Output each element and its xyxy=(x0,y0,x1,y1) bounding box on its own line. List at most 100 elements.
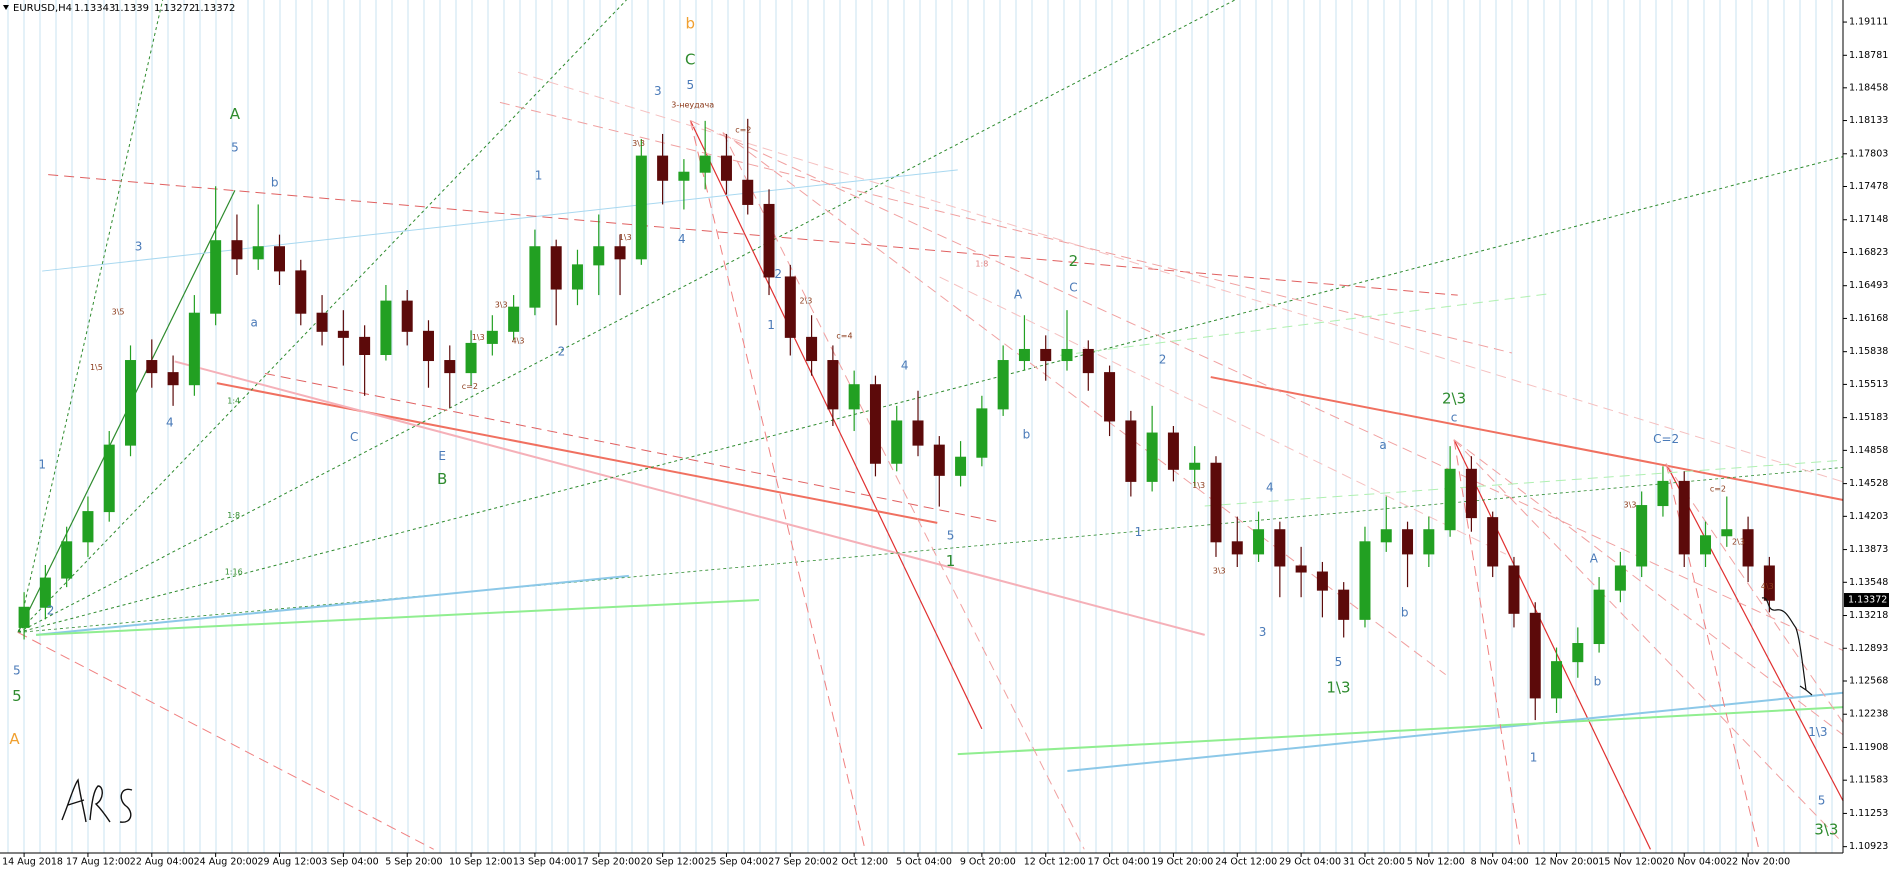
x-tick-label: 29 Aug 12:00 xyxy=(257,857,321,868)
trend-line xyxy=(36,574,629,636)
trend-line xyxy=(1060,293,1549,356)
wave-label: C xyxy=(685,51,695,69)
candle-body xyxy=(1721,529,1733,537)
vertical-grid xyxy=(7,0,1833,853)
trend-line xyxy=(42,169,958,272)
candle-body xyxy=(188,312,200,386)
trend-line xyxy=(722,132,1085,850)
candle-body xyxy=(635,155,647,260)
x-tick-label: 3 Sep 04:00 xyxy=(321,857,378,868)
candle-body xyxy=(571,264,583,290)
wave-label: b xyxy=(271,176,279,190)
trend-line xyxy=(216,382,938,524)
wave-label: 4 xyxy=(166,415,174,429)
x-tick-label: 12 Oct 12:00 xyxy=(1024,857,1086,868)
x-tick-label: 17 Sep 20:00 xyxy=(577,857,640,868)
candle-body xyxy=(1742,529,1754,567)
candle-body xyxy=(976,408,988,458)
wave-label: 2\3 xyxy=(1732,538,1745,547)
candle-body xyxy=(337,330,349,338)
wave-label: 1\5 xyxy=(90,363,103,372)
candle-body xyxy=(444,360,456,374)
wave-label: 4\3 xyxy=(512,336,525,345)
wave-label: c=2 xyxy=(735,126,751,135)
candle-body xyxy=(1380,529,1392,543)
candle-body xyxy=(1614,565,1626,591)
trend-line xyxy=(1453,439,1521,850)
x-tick-label: 22 Nov 20:00 xyxy=(1726,857,1790,868)
candle-body xyxy=(82,511,94,543)
current-price-label: 1.13372 xyxy=(1848,595,1887,606)
y-tick-label: 1.13218 xyxy=(1849,610,1888,621)
candle-body xyxy=(1700,535,1712,555)
trend-line xyxy=(17,632,434,850)
candle-body xyxy=(422,330,434,362)
wave-label: 1\3 xyxy=(1192,481,1205,490)
header-low: 1.13272 xyxy=(154,3,195,14)
trend-line xyxy=(1453,439,1844,844)
candle-body xyxy=(1402,529,1414,555)
x-tick-label: 29 Oct 04:00 xyxy=(1279,857,1341,868)
x-tick-label: 20 Nov 04:00 xyxy=(1662,857,1726,868)
y-tick-label: 1.11908 xyxy=(1849,742,1888,753)
candle-body xyxy=(912,420,924,446)
wave-label: 1\3 xyxy=(1326,678,1350,696)
wave-label: 2 xyxy=(774,267,782,281)
wave-label: 3 xyxy=(654,84,662,98)
candle-body xyxy=(1763,565,1775,601)
wave-label: 3\3 xyxy=(632,139,645,148)
wave-label: 3 xyxy=(1259,625,1267,639)
candle-body xyxy=(806,336,818,362)
candle-body xyxy=(1189,462,1201,470)
candle-body xyxy=(848,384,860,410)
wave-label: 5 xyxy=(1818,794,1826,808)
candle-body xyxy=(720,155,732,181)
y-tick-label: 1.11253 xyxy=(1849,808,1888,819)
header-high: 1.1339 xyxy=(114,3,149,14)
candle-body xyxy=(1465,468,1477,519)
wave-label: E xyxy=(438,449,446,463)
y-tick-label: 1.15838 xyxy=(1849,346,1888,357)
y-tick-label: 1.18133 xyxy=(1849,115,1888,126)
candle-body xyxy=(508,306,520,332)
candle-body xyxy=(1487,517,1499,567)
candle-body xyxy=(103,444,115,513)
y-tick-label: 1.18781 xyxy=(1849,50,1888,61)
trend-line xyxy=(689,120,866,850)
y-tick-label: 1.19111 xyxy=(1849,17,1888,28)
trend-line xyxy=(264,372,998,523)
wave-label: 1\3 xyxy=(472,333,485,342)
wave-label: 2 xyxy=(1159,353,1167,367)
wave-label: 1 xyxy=(946,552,956,570)
wave-label: b xyxy=(1023,427,1031,441)
wave-label: 3-неудача xyxy=(671,100,714,109)
y-tick-label: 1.11583 xyxy=(1849,775,1888,786)
wave-label: B xyxy=(437,470,447,488)
wave-label: 1\3 xyxy=(619,233,632,242)
y-tick-label: 1.16823 xyxy=(1849,247,1888,258)
x-tick-label: 13 Sep 04:00 xyxy=(513,857,576,868)
x-tick-label: 5 Oct 04:00 xyxy=(896,857,952,868)
y-tick-label: 1.14528 xyxy=(1849,478,1888,489)
candle-body xyxy=(657,155,669,181)
trend-line xyxy=(1067,691,1844,773)
y-tick-label: 1.12238 xyxy=(1849,709,1888,720)
wave-label: 1 xyxy=(1135,525,1143,539)
candle-body xyxy=(1657,480,1669,507)
wave-label: 5 xyxy=(13,664,21,678)
wave-label: a xyxy=(251,315,258,329)
x-tick-label: 8 Nov 04:00 xyxy=(1471,857,1529,868)
wave-label: 4 xyxy=(1266,480,1274,494)
wave-label: 1 xyxy=(767,318,775,332)
trend-line xyxy=(17,0,164,633)
wave-label: 2 xyxy=(558,344,566,358)
x-tick-label: 27 Sep 20:00 xyxy=(768,857,831,868)
wave-label: 1 xyxy=(1530,750,1538,764)
wave-label: b xyxy=(1594,674,1602,688)
wave-label: 3\3 xyxy=(495,300,508,309)
y-tick-label: 1.12568 xyxy=(1849,675,1888,686)
wave-label: b xyxy=(1401,606,1409,620)
candle-body xyxy=(1231,541,1243,555)
candle-body xyxy=(1125,420,1137,482)
wave-label: c=2 xyxy=(462,382,478,391)
